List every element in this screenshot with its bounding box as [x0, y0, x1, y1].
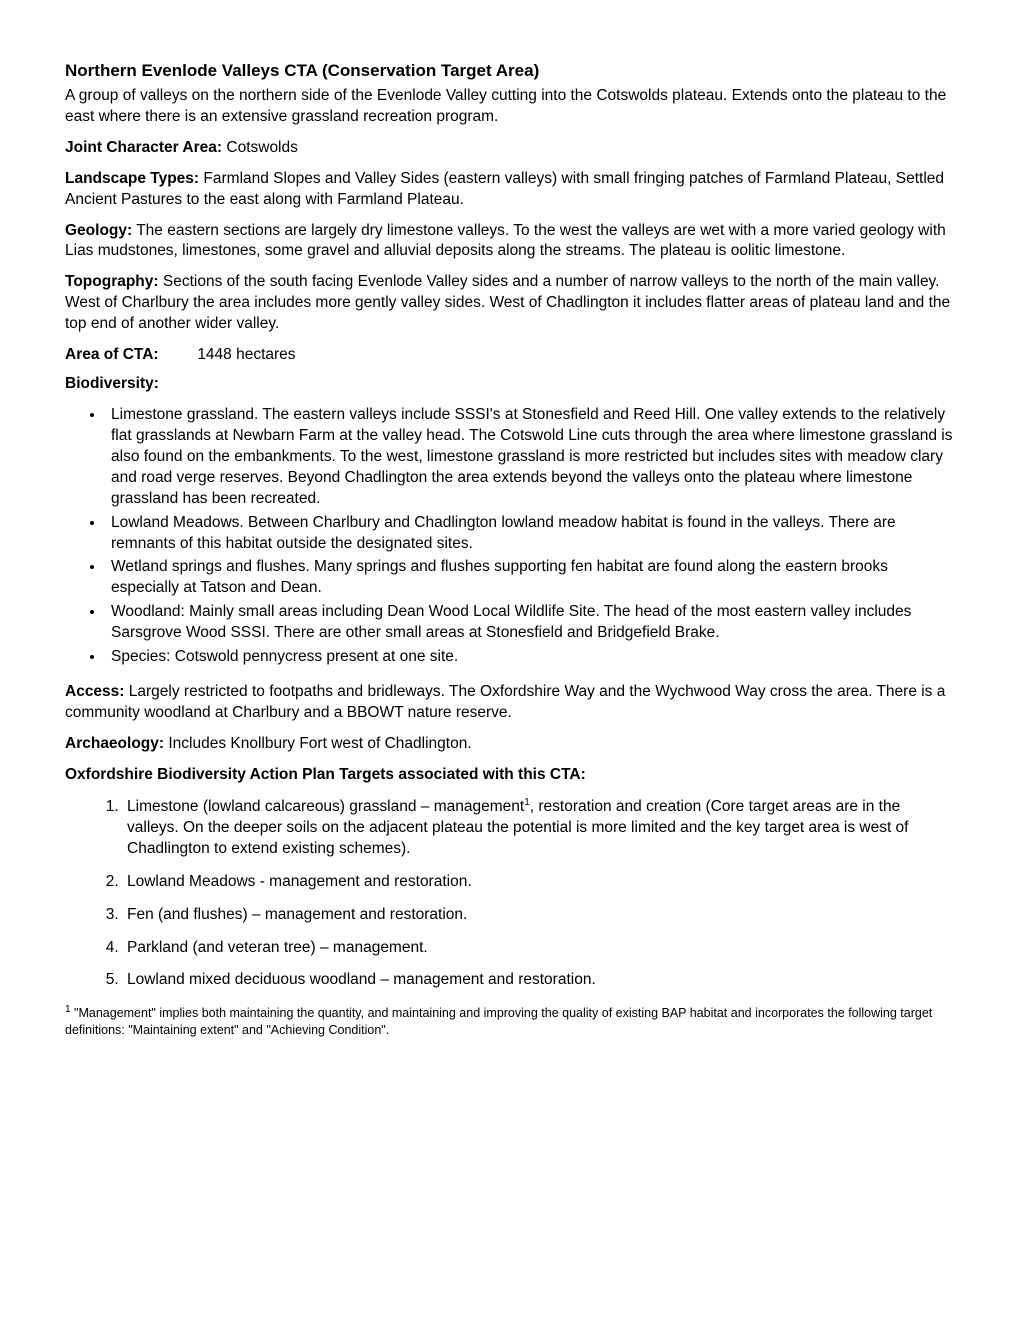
bap-item-pre: Limestone (lowland calcareous) grassland… [127, 798, 524, 815]
bap-target-item: Fen (and flushes) – management and resto… [123, 905, 955, 926]
bap-item-pre: Fen (and flushes) – management and resto… [127, 906, 467, 923]
biodiversity-item: Woodland: Mainly small areas including D… [105, 602, 955, 644]
bap-item-pre: Parkland (and veteran tree) – management… [127, 939, 428, 956]
bap-target-item: Parkland (and veteran tree) – management… [123, 938, 955, 959]
intro-text: A group of valleys on the northern side … [65, 86, 955, 128]
biodiversity-item: Wetland springs and flushes. Many spring… [105, 557, 955, 599]
bap-target-item: Lowland Meadows - management and restora… [123, 872, 955, 893]
archaeology: Archaeology: Includes Knollbury Fort wes… [65, 734, 955, 755]
area-of-cta: Area of CTA: 1448 hectares [65, 345, 955, 366]
landscape-types: Landscape Types: Farmland Slopes and Val… [65, 169, 955, 211]
archaeology-label: Archaeology: [65, 735, 164, 752]
access-label: Access: [65, 683, 124, 700]
geology: Geology: The eastern sections are largel… [65, 221, 955, 263]
biodiversity-label: Biodiversity: [65, 375, 159, 392]
topography: Topography: Sections of the south facing… [65, 272, 955, 335]
access-value: Largely restricted to footpaths and brid… [65, 683, 945, 721]
bap-item-pre: Lowland mixed deciduous woodland – manag… [127, 971, 596, 988]
topography-label: Topography: [65, 273, 159, 290]
biodiversity-list: Limestone grassland. The eastern valleys… [65, 405, 955, 668]
page-title: Northern Evenlode Valleys CTA (Conservat… [65, 60, 955, 83]
biodiversity-heading: Biodiversity: [65, 374, 955, 395]
area-label: Area of CTA: [65, 345, 193, 366]
archaeology-value: Includes Knollbury Fort west of Chadling… [168, 735, 471, 752]
bap-targets-label: Oxfordshire Biodiversity Action Plan Tar… [65, 766, 586, 783]
bap-target-item: Limestone (lowland calcareous) grassland… [123, 796, 955, 860]
jca-label: Joint Character Area: [65, 139, 222, 156]
footnote: 1 "Management" implies both maintaining … [65, 1003, 955, 1038]
geology-label: Geology: [65, 222, 132, 239]
bap-item-pre: Lowland Meadows - management and restora… [127, 873, 472, 890]
footnote-text: "Management" implies both maintaining th… [65, 1007, 932, 1037]
topography-value: Sections of the south facing Evenlode Va… [65, 273, 950, 332]
biodiversity-item: Limestone grassland. The eastern valleys… [105, 405, 955, 510]
bap-targets-list: Limestone (lowland calcareous) grassland… [65, 796, 955, 992]
joint-character-area: Joint Character Area: Cotswolds [65, 138, 955, 159]
jca-value: Cotswolds [226, 139, 298, 156]
biodiversity-item: Lowland Meadows. Between Charlbury and C… [105, 513, 955, 555]
bap-targets-heading: Oxfordshire Biodiversity Action Plan Tar… [65, 765, 955, 786]
biodiversity-item: Species: Cotswold pennycress present at … [105, 647, 955, 668]
area-value: 1448 hectares [197, 346, 295, 363]
bap-target-item: Lowland mixed deciduous woodland – manag… [123, 970, 955, 991]
access: Access: Largely restricted to footpaths … [65, 682, 955, 724]
landscape-label: Landscape Types: [65, 170, 199, 187]
geology-value: The eastern sections are largely dry lim… [65, 222, 946, 260]
